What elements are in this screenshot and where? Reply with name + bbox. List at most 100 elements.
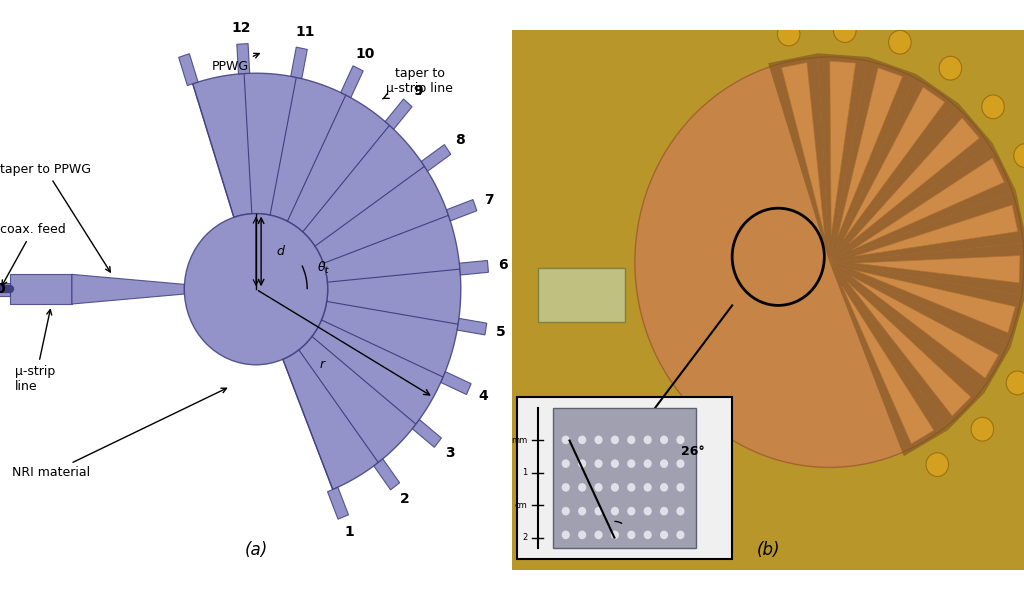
Circle shape (578, 483, 586, 492)
Circle shape (594, 483, 602, 492)
Polygon shape (440, 371, 471, 395)
Text: 26°: 26° (681, 445, 705, 458)
Circle shape (627, 436, 635, 444)
Circle shape (578, 460, 586, 468)
Circle shape (594, 530, 602, 539)
Circle shape (610, 507, 618, 515)
Circle shape (777, 22, 800, 46)
Circle shape (627, 507, 635, 515)
Polygon shape (237, 44, 250, 74)
Circle shape (926, 453, 948, 476)
Circle shape (676, 460, 684, 468)
Polygon shape (829, 262, 1024, 347)
Polygon shape (847, 281, 971, 416)
Text: 1: 1 (522, 468, 527, 478)
Polygon shape (829, 191, 1024, 262)
Circle shape (627, 460, 635, 468)
Polygon shape (460, 260, 488, 275)
Circle shape (644, 460, 652, 468)
Text: cm: cm (515, 500, 527, 509)
Polygon shape (829, 61, 856, 235)
Circle shape (660, 483, 669, 492)
Polygon shape (829, 74, 958, 262)
Circle shape (184, 214, 328, 365)
Circle shape (610, 436, 618, 444)
Text: 3: 3 (445, 446, 455, 460)
Circle shape (676, 436, 684, 444)
Circle shape (676, 530, 684, 539)
Polygon shape (374, 459, 399, 490)
Polygon shape (446, 200, 477, 221)
Circle shape (594, 507, 602, 515)
Polygon shape (512, 30, 1024, 570)
Circle shape (982, 95, 1005, 119)
Polygon shape (852, 158, 1005, 250)
Circle shape (610, 530, 618, 539)
Polygon shape (553, 408, 696, 548)
Text: (b): (b) (757, 541, 779, 559)
Circle shape (578, 530, 586, 539)
Text: 0: 0 (0, 282, 5, 296)
Circle shape (561, 507, 569, 515)
Circle shape (627, 530, 635, 539)
Circle shape (644, 530, 652, 539)
Circle shape (834, 19, 856, 43)
Circle shape (561, 530, 569, 539)
Text: 9: 9 (413, 83, 423, 98)
Polygon shape (829, 262, 948, 456)
Polygon shape (818, 53, 868, 262)
Text: $\theta_t$: $\theta_t$ (317, 260, 331, 275)
Polygon shape (781, 62, 824, 236)
Text: 7: 7 (484, 193, 495, 206)
Polygon shape (328, 487, 348, 519)
Circle shape (660, 530, 669, 539)
Polygon shape (829, 262, 984, 430)
Polygon shape (538, 268, 625, 322)
Circle shape (610, 483, 618, 492)
Polygon shape (0, 283, 10, 296)
Circle shape (644, 507, 652, 515)
Polygon shape (178, 53, 198, 86)
Polygon shape (829, 103, 992, 262)
Polygon shape (851, 276, 998, 378)
Polygon shape (341, 66, 364, 98)
Circle shape (676, 483, 684, 492)
Text: 5: 5 (497, 325, 506, 338)
Polygon shape (72, 274, 184, 304)
Text: taper to
μ-strip line: taper to μ-strip line (383, 67, 454, 99)
Text: taper to PPWG: taper to PPWG (0, 163, 111, 272)
Circle shape (635, 57, 1024, 467)
Polygon shape (844, 87, 945, 239)
Polygon shape (421, 145, 451, 171)
Circle shape (594, 436, 602, 444)
Polygon shape (193, 73, 461, 490)
Text: (a): (a) (245, 541, 267, 559)
Text: 8: 8 (456, 133, 465, 147)
Circle shape (1014, 144, 1024, 167)
Text: 1: 1 (344, 525, 354, 539)
Polygon shape (457, 319, 486, 335)
Polygon shape (855, 256, 1020, 283)
Circle shape (594, 460, 602, 468)
Text: 2: 2 (399, 492, 410, 506)
Polygon shape (829, 262, 1011, 393)
Polygon shape (829, 243, 1024, 296)
Polygon shape (385, 99, 412, 129)
Polygon shape (842, 286, 934, 444)
Circle shape (889, 31, 911, 54)
Text: 10: 10 (355, 47, 375, 61)
Text: 2: 2 (522, 533, 527, 542)
Polygon shape (768, 53, 829, 262)
Circle shape (561, 483, 569, 492)
Text: d: d (276, 245, 285, 258)
Text: 12: 12 (231, 21, 251, 35)
Text: coax. feed: coax. feed (0, 223, 66, 286)
Text: r: r (319, 358, 326, 371)
Circle shape (644, 483, 652, 492)
Text: mm: mm (511, 436, 527, 445)
Circle shape (660, 460, 669, 468)
Polygon shape (829, 143, 1016, 262)
Text: 6: 6 (499, 258, 508, 272)
Text: PPWG: PPWG (212, 53, 259, 73)
Circle shape (561, 460, 569, 468)
